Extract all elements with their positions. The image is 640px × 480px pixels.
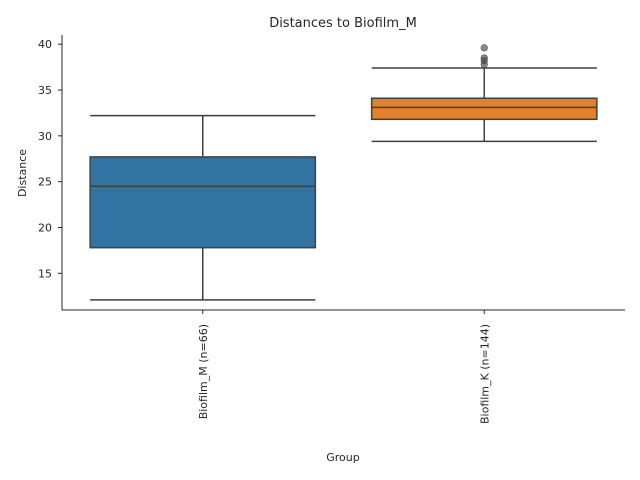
x-axis-label: Group <box>326 451 360 464</box>
y-tick-label: 20 <box>38 222 52 235</box>
y-tick-label: 40 <box>38 38 52 51</box>
x-tick-label: Biofilm_M (n=66) <box>197 324 210 419</box>
y-tick-label: 15 <box>38 267 52 280</box>
box-iqr <box>370 97 598 121</box>
x-axis-ticks: Biofilm_M (n=66) Biofilm_K (n=144) <box>197 310 491 424</box>
y-tick-label: 25 <box>38 176 52 189</box>
outlier-point <box>480 44 488 52</box>
box-iqr <box>89 156 317 249</box>
outlier-point <box>480 54 488 62</box>
y-axis-label: Distance <box>16 149 29 197</box>
y-axis-ticks: 15 20 25 30 35 40 <box>38 38 62 280</box>
chart-title: Distances to Biofilm_M <box>269 16 417 31</box>
box-plot-series <box>89 44 598 301</box>
y-tick-label: 35 <box>38 84 52 97</box>
box-group <box>370 44 598 143</box>
box-group <box>89 114 317 301</box>
y-tick-label: 30 <box>38 130 52 143</box>
x-tick-label: Biofilm_K (n=144) <box>478 324 491 424</box>
